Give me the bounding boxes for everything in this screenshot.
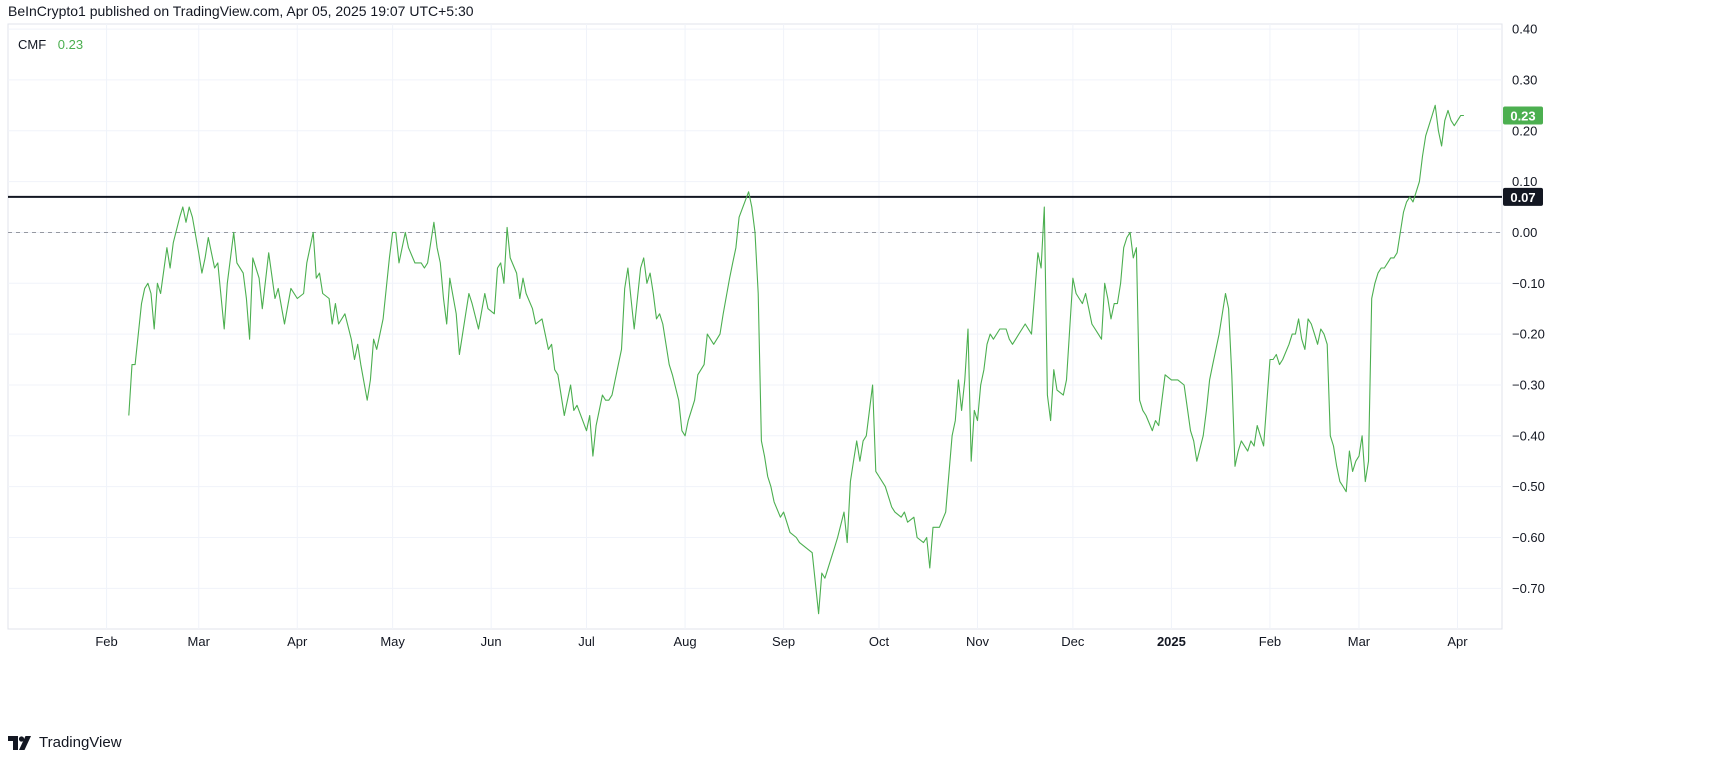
x-tick-label: Dec <box>1061 634 1085 649</box>
y-tick-label: 0.00 <box>1512 225 1537 240</box>
x-tick-label: Apr <box>1447 634 1468 649</box>
x-tick-label: Feb <box>1259 634 1281 649</box>
indicator-name: CMF <box>18 37 47 52</box>
x-tick-label: Nov <box>966 634 990 649</box>
x-tick-label: Jul <box>578 634 595 649</box>
last-value-badge <box>1503 106 1543 125</box>
x-tick-label: 2025 <box>1157 634 1186 649</box>
y-tick-label: −0.50 <box>1512 479 1545 494</box>
x-tick-label: Mar <box>1348 634 1371 649</box>
y-tick-label: 0.40 <box>1512 22 1537 37</box>
x-tick-label: Mar <box>188 634 211 649</box>
y-tick-label: −0.10 <box>1512 276 1545 291</box>
tradingview-brand-text: TradingView <box>39 734 122 751</box>
y-tick-label: 0.30 <box>1512 72 1537 87</box>
y-tick-label: −0.20 <box>1512 327 1545 342</box>
x-tick-label: Oct <box>869 634 890 649</box>
threshold-badge-label: 0.07 <box>1510 190 1535 205</box>
indicator-legend: CMF 0.23 <box>18 37 83 52</box>
footer-brand[interactable]: TradingView <box>8 734 122 751</box>
threshold-badge <box>1503 187 1543 206</box>
x-tick-label: Apr <box>287 634 308 649</box>
x-tick-label: May <box>380 634 405 649</box>
y-tick-label: 0.20 <box>1512 123 1537 138</box>
y-tick-label: −0.60 <box>1512 530 1545 545</box>
x-tick-label: Aug <box>673 634 696 649</box>
x-tick-label: Feb <box>95 634 117 649</box>
indicator-value: 0.23 <box>57 37 84 52</box>
y-tick-label: 0.10 <box>1512 174 1537 189</box>
cmf-series-line <box>128 104 1464 615</box>
last-value-badge-label: 0.23 <box>1510 109 1535 124</box>
publisher-caption: BeInCrypto1 published on TradingView.com… <box>8 3 474 19</box>
x-tick-label: Jun <box>481 634 502 649</box>
tradingview-logo-icon <box>8 735 31 750</box>
plot-frame <box>7 23 1503 630</box>
y-tick-label: −0.30 <box>1512 377 1545 392</box>
x-tick-label: Sep <box>772 634 795 649</box>
y-tick-label: −0.70 <box>1512 581 1545 596</box>
y-tick-label: −0.40 <box>1512 428 1545 443</box>
